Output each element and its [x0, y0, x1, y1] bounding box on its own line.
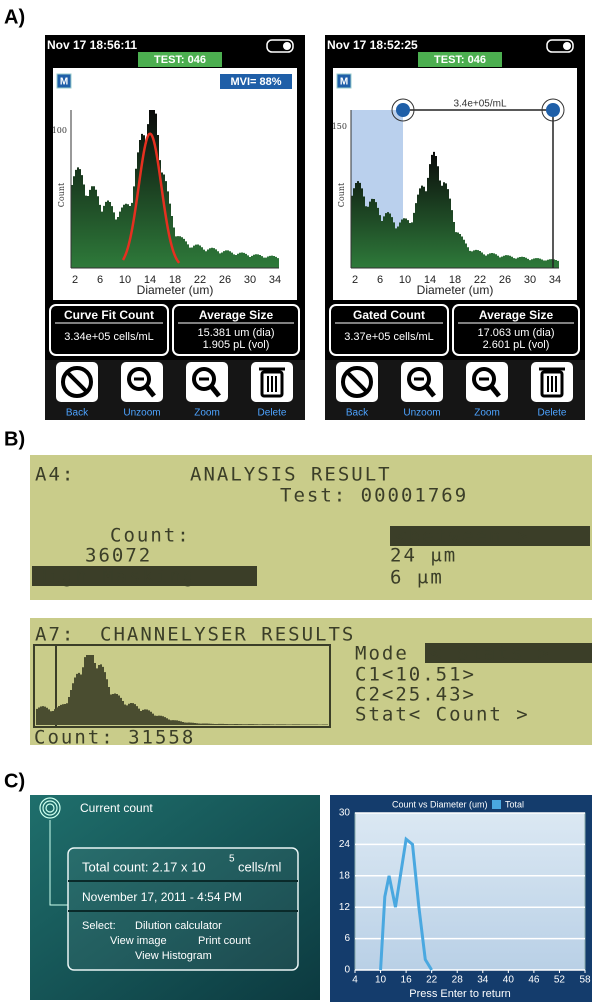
x-tick-label: 30 [524, 274, 536, 286]
size-title: Average Size [479, 308, 554, 322]
x-tick-label: 26 [219, 274, 231, 286]
y-tick-label: 24 [339, 839, 351, 850]
button-label[interactable]: Unzoom [403, 408, 440, 419]
screen-id: A4: [35, 464, 75, 486]
panel-label: A) [4, 6, 25, 28]
x-tick-label: 46 [528, 975, 540, 986]
x-tick-label: 52 [554, 975, 566, 986]
masking: High Masking [35, 566, 196, 588]
x-tick-label: 4 [352, 975, 358, 986]
x-tick-label: 34 [269, 274, 281, 286]
x-tick-label: 16 [401, 975, 413, 986]
gate-handle [546, 103, 560, 117]
total-exponent: 5 [229, 854, 235, 865]
menu-option[interactable]: Print count [198, 935, 251, 947]
y-tick-label: 12 [339, 902, 351, 913]
button-label[interactable]: Delete [538, 408, 567, 419]
x-tick-label: 30 [244, 274, 256, 286]
menu-option[interactable]: View Histogram [135, 950, 212, 962]
battery-icon [563, 42, 571, 50]
plot-area [355, 813, 585, 970]
mode-value: < Stats > [430, 643, 551, 665]
panel-label: B) [4, 428, 25, 450]
x-tick-label: 26 [499, 274, 511, 286]
mvi-value: MVI= 88% [230, 76, 281, 88]
count-result: Count: 31558 [34, 727, 195, 749]
count-value: 3.37e+05 cells/mL [344, 331, 434, 343]
mode-badge-text: M [340, 77, 348, 88]
timestamp: Nov 17 18:52:25 [327, 38, 418, 52]
screen-id: A7: [35, 624, 75, 646]
x-tick-label: 58 [579, 975, 591, 986]
x-axis-label: Diameter (um) [137, 283, 214, 297]
heading: Current count [80, 801, 153, 815]
x-tick-label: 40 [503, 975, 515, 986]
mode-label: Mode [355, 643, 409, 665]
menu-option[interactable]: View image [110, 935, 167, 947]
size-value: 2.601 pL (vol) [483, 339, 550, 351]
x-tick-label: 10 [375, 975, 387, 986]
count-value: 3.34e+05 cells/mL [64, 331, 154, 343]
footer: Press Enter to return [409, 988, 511, 1000]
test-id: TEST: 046 [154, 54, 206, 66]
count-title: Curve Fit Count [64, 308, 154, 322]
menu-option[interactable]: Dilution calculator [135, 920, 222, 932]
button-label[interactable]: Back [346, 408, 369, 419]
x-tick-label: 34 [549, 274, 561, 286]
mode-badge-text: M [60, 77, 68, 88]
x-tick-label: 28 [452, 975, 464, 986]
y-axis-label: Count [337, 182, 346, 207]
x-tick-label: 2 [352, 274, 358, 286]
x-tick-label: 10 [399, 274, 411, 286]
screen-title: CHANNELYSER RESULTS [100, 624, 355, 646]
upper-limit: 24 μm [390, 545, 457, 567]
lower-limit: 6 μm [390, 567, 444, 589]
count-label: Count: [110, 525, 191, 547]
legend-label: Total [505, 799, 524, 809]
button-label[interactable]: Delete [258, 408, 287, 419]
y-tick-label: 30 [339, 808, 351, 819]
gate-label: 3.4e+05/mL [453, 99, 507, 110]
c2: C2<25.43> [355, 684, 476, 706]
total-count: Total count: 2.17 x 10 [82, 859, 206, 874]
x-tick-label: 34 [477, 975, 489, 986]
chart-title: Count vs Diameter (um) [392, 799, 488, 809]
x-tick-label: 6 [97, 274, 103, 286]
count-value: 36072 [85, 545, 152, 567]
total-unit: cells/ml [238, 859, 281, 874]
battery-icon [283, 42, 291, 50]
c1: C1<10.51> [355, 664, 476, 686]
x-tick-label: 6 [377, 274, 383, 286]
panel-label: C) [4, 770, 25, 792]
x-axis-label: Diameter (um) [417, 283, 494, 297]
y-tick-label: 18 [339, 870, 351, 881]
count-title: Gated Count [353, 308, 425, 322]
size-value: 1.905 pL (vol) [203, 339, 270, 351]
y-tick-label: 100 [52, 126, 67, 135]
button-label[interactable]: Back [66, 408, 89, 419]
y-tick-label: 6 [344, 933, 350, 944]
button-label[interactable]: Zoom [474, 408, 500, 419]
button-label[interactable]: Unzoom [123, 408, 160, 419]
screen-title: ANALYSIS RESULT [190, 464, 392, 486]
y-tick-label: 150 [332, 122, 347, 131]
size-title: Average Size [199, 308, 274, 322]
x-tick-label: 22 [426, 975, 438, 986]
figure: A) B) C) Nov 17 18:56:11 TEST: 046 M MVI= 88% 1… [0, 0, 592, 1002]
legend-swatch [492, 800, 501, 809]
stat: Stat< Count > [355, 704, 530, 726]
date: November 17, 2011 - 4:54 PM [82, 890, 242, 904]
x-tick-label: 2 [72, 274, 78, 286]
y-axis-label: Count [57, 182, 66, 207]
y-tick-label: 0 [344, 965, 350, 976]
select-label: Select: [82, 920, 116, 932]
x-tick-label: 10 [119, 274, 131, 286]
test-id: TEST: 046 [434, 54, 486, 66]
size-value: 15.381 um (dia) [197, 327, 274, 339]
timestamp: Nov 17 18:56:11 [47, 38, 137, 52]
test-number: Test: 00001769 [280, 485, 468, 507]
gate-handle [396, 103, 410, 117]
size-value: 17.063 um (dia) [477, 327, 554, 339]
button-label[interactable]: Zoom [194, 408, 220, 419]
